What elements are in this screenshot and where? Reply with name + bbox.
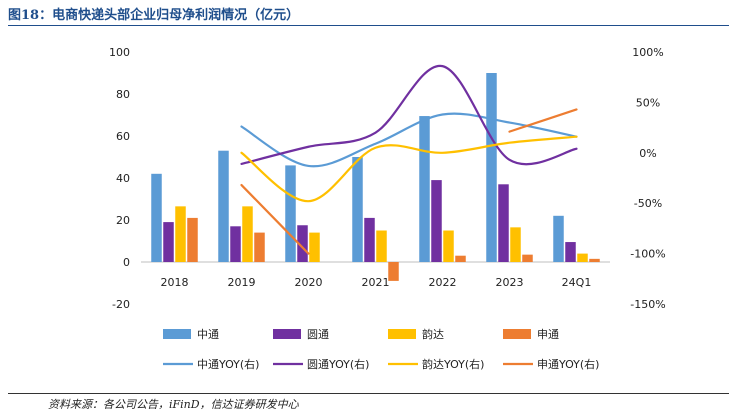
bar [163, 222, 174, 262]
bar [553, 216, 564, 262]
legend-bar-swatch [273, 329, 301, 339]
bar [510, 227, 521, 262]
bar [498, 184, 509, 262]
bar [443, 231, 454, 263]
y-right-tick-label: -50% [634, 197, 662, 210]
y-right-tick-label: 100% [632, 46, 663, 59]
legend-label: 韵达 [422, 327, 444, 341]
y-right-tick-label: 50% [636, 96, 660, 109]
bar [309, 233, 320, 262]
bar [187, 218, 198, 262]
y-right-tick-label: 0% [639, 147, 656, 160]
bar [175, 206, 186, 262]
bar [565, 242, 576, 262]
bar [376, 231, 387, 263]
x-tick-label: 2023 [496, 276, 524, 289]
legend-label: 申通YOY(右) [537, 357, 599, 371]
legend-bar-swatch [388, 329, 416, 339]
y-left-tick-label: 20 [116, 214, 130, 227]
bar [285, 165, 296, 262]
bar [431, 180, 442, 262]
bar [242, 206, 253, 262]
bar [522, 255, 533, 262]
bar [486, 73, 497, 262]
bar [151, 174, 162, 262]
legend-label: 圆通YOY(右) [307, 357, 369, 371]
bar [218, 151, 229, 262]
source-divider [8, 393, 729, 394]
source-note: 资料来源：各公司公告，iFinD，信达证券研发中心 [48, 396, 299, 412]
bar [419, 116, 430, 262]
bar [589, 259, 600, 262]
y-left-tick-label: 40 [116, 172, 130, 185]
legend-label: 圆通 [307, 328, 329, 341]
y-left-tick-label: 60 [116, 130, 130, 143]
y-left-tick-label: 80 [116, 88, 130, 101]
bar [455, 256, 466, 262]
x-tick-label: 2020 [295, 276, 323, 289]
legend-label: 中通 [197, 328, 219, 341]
y-left-tick-label: 0 [123, 256, 130, 269]
bar [364, 218, 375, 262]
y-right-tick-label: -150% [630, 298, 665, 311]
x-tick-label: 2019 [228, 276, 256, 289]
bar [577, 254, 588, 262]
bar [388, 262, 399, 281]
x-tick-label: 2021 [362, 276, 390, 289]
x-tick-label: 2018 [161, 276, 189, 289]
legend-label: 中通YOY(右) [197, 357, 259, 371]
y-left-tick-label: 100 [109, 46, 130, 59]
y-right-tick-label: -100% [630, 248, 665, 261]
yoy-line [242, 66, 577, 164]
legend-bar-swatch [163, 329, 191, 339]
x-tick-label: 2022 [429, 276, 457, 289]
bar [254, 233, 265, 262]
legend-label: 申通 [537, 328, 559, 341]
legend-bar-swatch [503, 329, 531, 339]
x-tick-label: 24Q1 [562, 276, 592, 289]
chart: -20 0 20 40 60 80 100 -150% -100% -50% 0% 50% 100% 20… [0, 0, 737, 418]
y-left-tick-label: -20 [112, 298, 130, 311]
legend-label: 韵达YOY(右) [422, 357, 484, 371]
bar [352, 157, 363, 262]
bar [230, 226, 241, 262]
